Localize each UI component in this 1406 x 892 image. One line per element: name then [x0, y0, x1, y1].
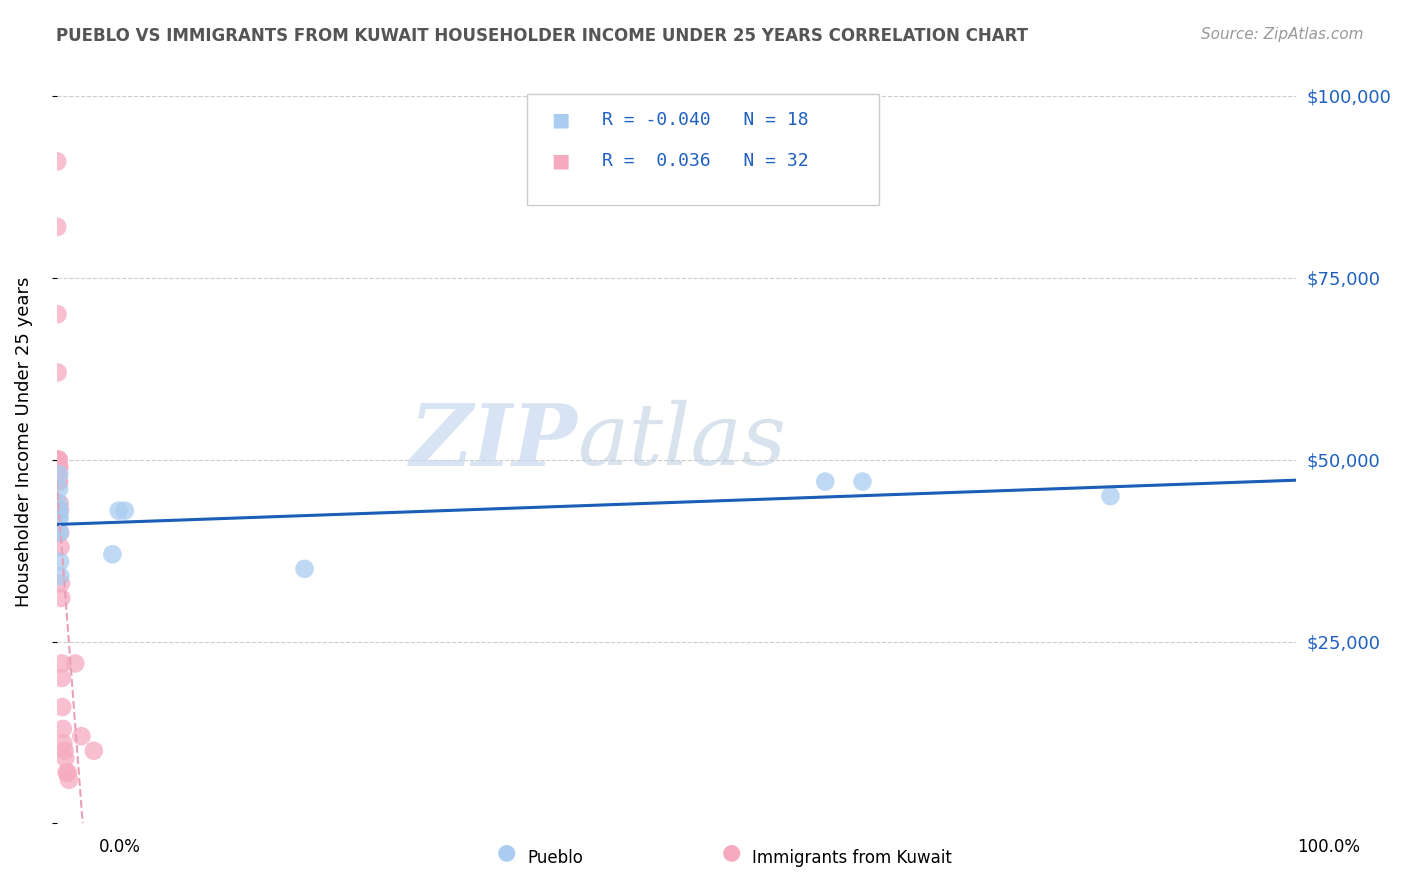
- Point: [46, 154, 69, 169]
- Text: ●: ●: [721, 842, 741, 862]
- Text: PUEBLO VS IMMIGRANTS FROM KUWAIT HOUSEHOLDER INCOME UNDER 25 YEARS CORRELATION C: PUEBLO VS IMMIGRANTS FROM KUWAIT HOUSEHO…: [56, 27, 1028, 45]
- Point: [48, 467, 70, 482]
- Point: [51, 591, 73, 605]
- Point: [48, 475, 70, 489]
- Point: [46, 452, 69, 467]
- Point: [52, 736, 75, 750]
- Text: R = -0.040   N = 18: R = -0.040 N = 18: [602, 112, 808, 129]
- Point: [83, 744, 105, 758]
- Point: [46, 219, 69, 234]
- Point: [51, 671, 73, 685]
- Point: [46, 366, 69, 380]
- Point: [58, 772, 80, 787]
- Point: [49, 525, 72, 540]
- Point: [101, 547, 124, 561]
- Text: Pueblo: Pueblo: [527, 849, 583, 867]
- Text: ZIP: ZIP: [409, 400, 578, 483]
- Point: [48, 525, 70, 540]
- Point: [63, 657, 86, 671]
- Point: [48, 496, 70, 510]
- Point: [46, 307, 69, 321]
- Point: [51, 657, 73, 671]
- Point: [851, 475, 873, 489]
- Point: [53, 751, 76, 765]
- Text: Source: ZipAtlas.com: Source: ZipAtlas.com: [1201, 27, 1364, 42]
- Point: [294, 562, 316, 576]
- Point: [70, 729, 93, 743]
- Point: [46, 452, 69, 467]
- Point: [814, 475, 837, 489]
- Text: ■: ■: [551, 151, 569, 170]
- Point: [48, 503, 70, 517]
- Text: 0.0%: 0.0%: [98, 838, 141, 855]
- Point: [46, 467, 69, 482]
- Point: [49, 576, 72, 591]
- Text: 100.0%: 100.0%: [1298, 838, 1360, 855]
- Point: [53, 744, 76, 758]
- Point: [56, 765, 79, 780]
- Point: [49, 540, 72, 554]
- Text: ●: ●: [496, 842, 516, 862]
- Point: [48, 452, 70, 467]
- Point: [49, 569, 72, 583]
- Point: [49, 503, 72, 517]
- Text: R =  0.036   N = 32: R = 0.036 N = 32: [602, 152, 808, 169]
- Point: [48, 503, 70, 517]
- Point: [114, 503, 136, 517]
- Point: [55, 765, 77, 780]
- Text: ■: ■: [551, 111, 569, 130]
- Point: [51, 700, 73, 714]
- Point: [1099, 489, 1122, 503]
- Point: [48, 511, 70, 525]
- Point: [52, 722, 75, 736]
- Point: [107, 503, 129, 517]
- Point: [48, 482, 70, 496]
- Point: [49, 555, 72, 569]
- Point: [48, 460, 70, 475]
- Point: [48, 525, 70, 540]
- Point: [48, 496, 70, 510]
- Point: [48, 511, 70, 525]
- Y-axis label: Householder Income Under 25 years: Householder Income Under 25 years: [15, 277, 32, 607]
- Text: atlas: atlas: [578, 401, 786, 483]
- Point: [48, 452, 70, 467]
- Text: Immigrants from Kuwait: Immigrants from Kuwait: [752, 849, 952, 867]
- Point: [48, 475, 70, 489]
- Point: [48, 460, 70, 475]
